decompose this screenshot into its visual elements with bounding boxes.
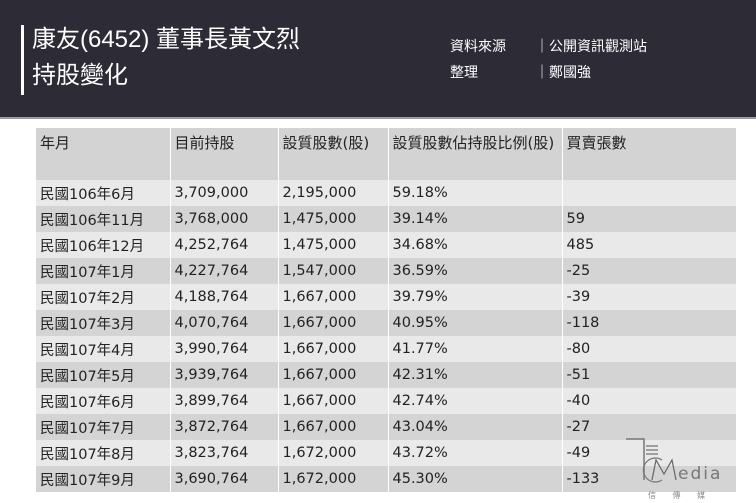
header-banner: 康友(6452) 董事長黃文烈 持股變化 資料來源 ｜公開資訊觀測站 整理 ｜鄭國強 (0, 0, 756, 119)
table-cell: 4,188,764 (170, 284, 279, 310)
source-label: 資料來源 (450, 39, 506, 55)
table-cell: 民國107年1月 (36, 258, 171, 284)
column-header: 買賣張數 (562, 128, 736, 180)
table-cell: 3,872,764 (170, 414, 279, 440)
table-cell: 4,252,764 (170, 232, 279, 258)
table-cell: 3,939,764 (170, 362, 279, 388)
table-cell: 36.59% (388, 258, 563, 284)
table-cell: -40 (562, 388, 736, 414)
table-cell: 民國107年8月 (36, 440, 171, 466)
title-line-1: 康友(6452) 董事長黃文烈 (32, 26, 301, 53)
table-cell: 485 (562, 232, 736, 258)
title-line-2: 持股變化 (32, 62, 128, 89)
table-cell: -51 (562, 362, 736, 388)
table-cell: 1,667,000 (278, 388, 389, 414)
table-cell: 民國107年7月 (36, 414, 171, 440)
table-row: 民國106年6月 3,709,000 2,195,000 59.18% (36, 180, 736, 206)
table-cell: 42.74% (388, 388, 563, 414)
page-title: 康友(6452) 董事長黃文烈 持股變化 (32, 22, 300, 94)
table-cell: 民國106年12月 (36, 232, 171, 258)
table-cell: 4,227,764 (170, 258, 279, 284)
table-cell: 1,672,000 (278, 466, 389, 492)
shareholding-table: 年月 目前持股 設質股數(股) 設質股數佔持股比例(股) 買賣張數 民國106年6月 3,… (36, 128, 736, 492)
table-cell: 民國106年11月 (36, 206, 171, 232)
table-cell: -49 (562, 440, 736, 466)
table-cell: 民國107年2月 (36, 284, 171, 310)
table-cell: 民國107年5月 (36, 362, 171, 388)
table-cell: 42.31% (388, 362, 563, 388)
table-row: 民國107年6月 3,899,764 1,667,000 42.74% -40 (36, 388, 736, 414)
table-cell: 1,475,000 (278, 232, 389, 258)
table-row: 民國106年12月 4,252,764 1,475,000 34.68% 485 (36, 232, 736, 258)
table-cell: 1,672,000 (278, 440, 389, 466)
table-cell: 1,547,000 (278, 258, 389, 284)
table-cell: 3,768,000 (170, 206, 279, 232)
table-cell: 43.72% (388, 440, 563, 466)
table-cell: 民國107年4月 (36, 336, 171, 362)
cmedia-logo: edia 信 傳 媒 (626, 438, 722, 500)
source-value: ｜公開資訊觀測站 (535, 39, 647, 55)
column-header: 目前持股 (170, 128, 279, 180)
table-row: 民國107年2月 4,188,764 1,667,000 39.79% -39 (36, 284, 736, 310)
table-cell: 3,899,764 (170, 388, 279, 414)
table-cell: 34.68% (388, 232, 563, 258)
editor-label: 整理 (450, 65, 478, 81)
logo-wordmark: edia (678, 464, 722, 484)
table-row: 民國107年4月 3,990,764 1,667,000 41.77% -80 (36, 336, 736, 362)
table-cell: -118 (562, 310, 736, 336)
table-cell: 39.79% (388, 284, 563, 310)
table-cell: 民國107年3月 (36, 310, 171, 336)
table-cell: 3,709,000 (170, 180, 279, 206)
table-cell: -80 (562, 336, 736, 362)
table-cell: 39.14% (388, 206, 563, 232)
table-cell: 1,475,000 (278, 206, 389, 232)
table-cell (562, 180, 736, 206)
table-cell: 1,667,000 (278, 284, 389, 310)
editor-value: ｜鄭國強 (535, 65, 591, 81)
table-row: 民國107年5月 3,939,764 1,667,000 42.31% -51 (36, 362, 736, 388)
table-cell: 45.30% (388, 466, 563, 492)
table-cell: 3,823,764 (170, 440, 279, 466)
table-row: 民國107年3月 4,070,764 1,667,000 40.95% -118 (36, 310, 736, 336)
table-cell: 1,667,000 (278, 414, 389, 440)
table-cell: 40.95% (388, 310, 563, 336)
table-row: 民國107年7月 3,872,764 1,667,000 43.04% -27 (36, 414, 736, 440)
table-cell: 民國107年9月 (36, 466, 171, 492)
table-cell: 4,070,764 (170, 310, 279, 336)
column-header: 設質股數佔持股比例(股) (388, 128, 563, 180)
table-cell: 1,667,000 (278, 310, 389, 336)
table-cell: 3,990,764 (170, 336, 279, 362)
table-cell: -27 (562, 414, 736, 440)
logo-subtitle: 信 傳 媒 (648, 490, 705, 500)
source-info: 資料來源 ｜公開資訊觀測站 整理 ｜鄭國強 (450, 34, 647, 86)
accent-bar (21, 25, 24, 95)
table-cell: 59 (562, 206, 736, 232)
table-cell: -25 (562, 258, 736, 284)
table-cell: 59.18% (388, 180, 563, 206)
table-cell: 1,667,000 (278, 362, 389, 388)
table-cell: 民國106年6月 (36, 180, 171, 206)
table-row: 民國107年1月 4,227,764 1,547,000 36.59% -25 (36, 258, 736, 284)
table-cell: 2,195,000 (278, 180, 389, 206)
table-row: 民國106年11月 3,768,000 1,475,000 39.14% 59 (36, 206, 736, 232)
table-row: 民國107年8月 3,823,764 1,672,000 43.72% -49 (36, 440, 736, 466)
table-cell: 43.04% (388, 414, 563, 440)
table-cell: 41.77% (388, 336, 563, 362)
table-cell: -133 (562, 466, 736, 492)
table-cell: -39 (562, 284, 736, 310)
table-cell: 1,667,000 (278, 336, 389, 362)
column-header: 設質股數(股) (278, 128, 389, 180)
table-cell: 民國107年6月 (36, 388, 171, 414)
column-header: 年月 (36, 128, 171, 180)
table-cell: 3,690,764 (170, 466, 279, 492)
table-row: 民國107年9月 3,690,764 1,672,000 45.30% -133 (36, 466, 736, 492)
